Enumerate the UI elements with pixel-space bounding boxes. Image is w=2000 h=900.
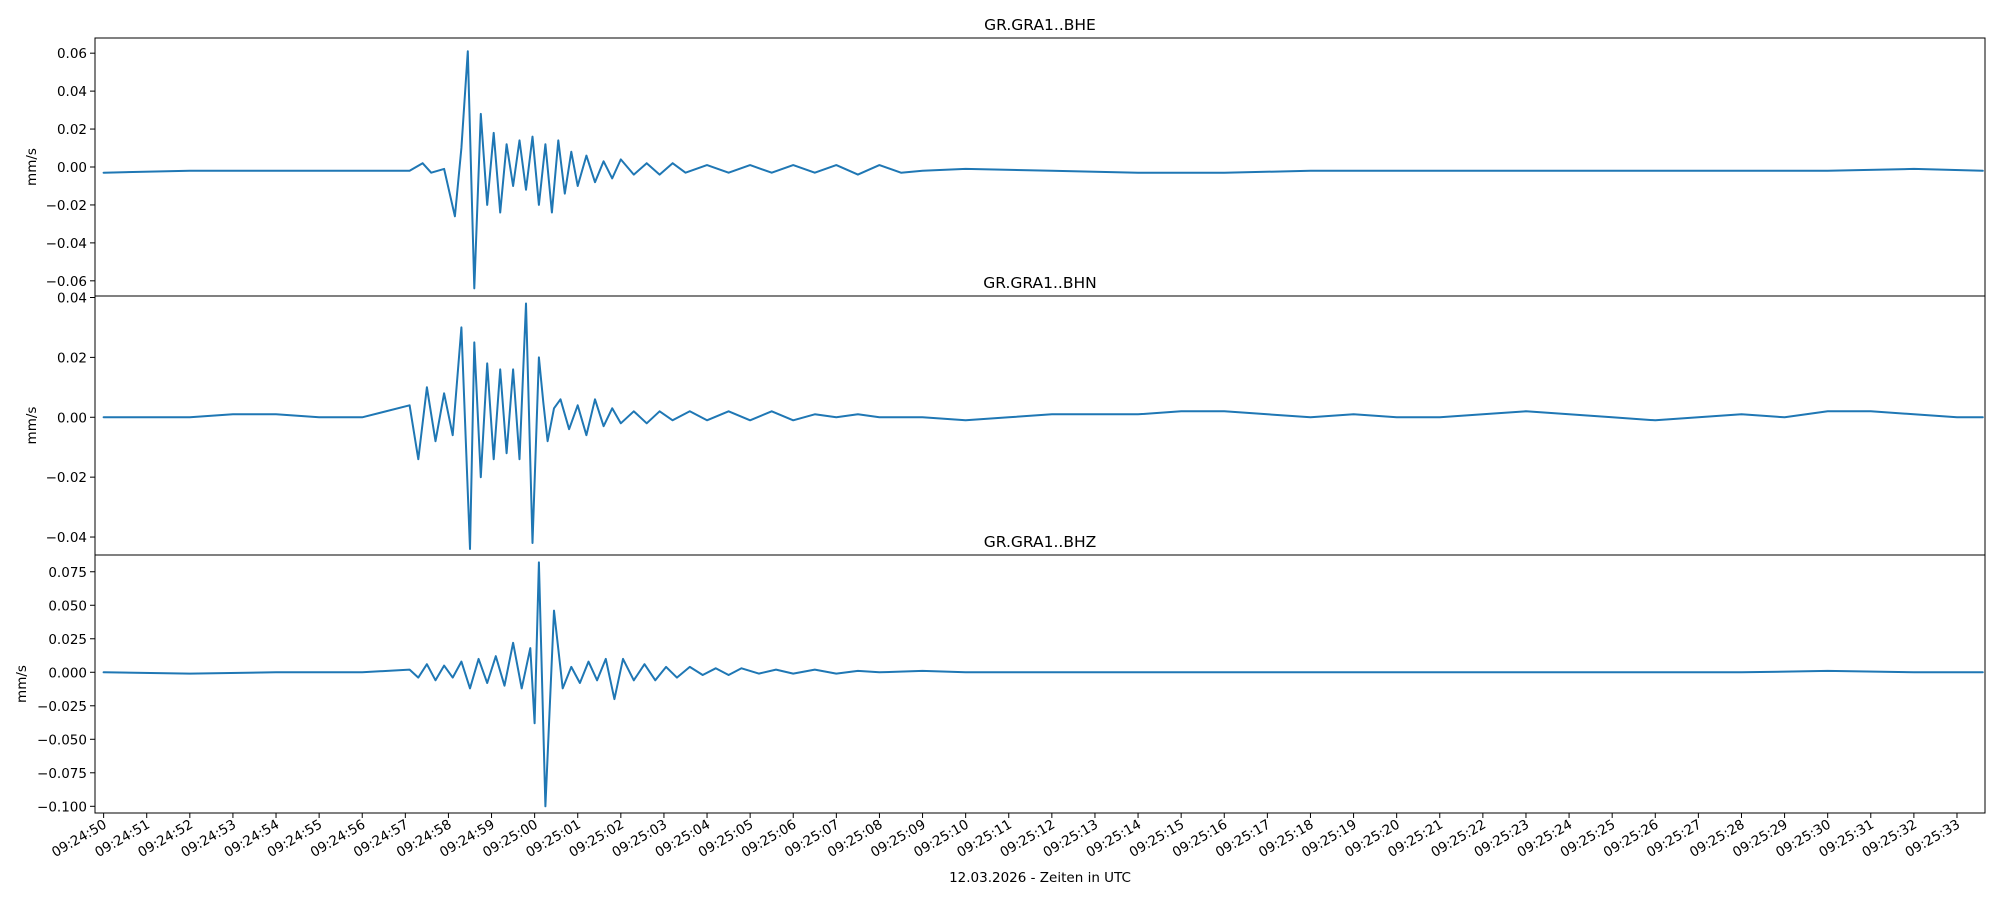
trace-bhe	[102, 50, 1984, 290]
y-tick-label-bhz: 0.050	[48, 598, 87, 614]
y-tick-label-bhe: 0.00	[57, 160, 87, 176]
y-tick-label-bhz: −0.025	[37, 699, 87, 715]
y-tick-label-bhe: 0.02	[57, 122, 87, 138]
y-tick-label-bhe: 0.06	[57, 46, 87, 62]
y-tick-label-bhn: 0.00	[57, 410, 87, 426]
panel-bhz: GR.GRA1..BHZ mm/s −0.100 −0.075 −0.050 −0.025…	[14, 533, 1986, 815]
x-axis-label: 12.03.2026 - Zeiten in UTC	[949, 870, 1131, 886]
y-tick-label-bhn: −0.04	[46, 530, 87, 546]
y-tick-label-bhe: −0.04	[46, 236, 87, 252]
panel-bhn: GR.GRA1..BHN mm/s −0.04 −0.02 0.00 0.02 0.04	[24, 274, 1986, 556]
plot-frame-bhn	[94, 295, 1986, 556]
trace-bhn	[102, 302, 1984, 550]
y-tick-label-bhn: 0.02	[57, 350, 87, 366]
y-tick-label-bhe: 0.04	[57, 84, 87, 100]
y-axis-label-bhn: mm/s	[24, 407, 40, 445]
x-axis: 09:24:5009:24:5109:24:5209:24:5309:24:54…	[49, 813, 1963, 861]
y-tick-label-bhe: −0.02	[46, 198, 87, 214]
y-tick-label-bhe: −0.06	[46, 274, 87, 290]
y-tick-label-bhz: 0.025	[48, 632, 87, 648]
y-tick-label-bhz: −0.100	[37, 799, 87, 815]
y-tick-label-bhz: 0.000	[48, 665, 87, 681]
plot-frame-bhe	[94, 37, 1986, 297]
trace-bhz	[102, 561, 1984, 808]
panel-bhe: GR.GRA1..BHE mm/s −0.06 −0.04 −0.02 0.00 0.02 0…	[24, 16, 1986, 297]
y-tick-label-bhn: 0.04	[57, 290, 87, 306]
y-tick-label-bhz: −0.075	[37, 766, 87, 782]
panel-title-bhn: GR.GRA1..BHN	[983, 274, 1097, 292]
panel-title-bhz: GR.GRA1..BHZ	[984, 533, 1097, 551]
panel-title-bhe: GR.GRA1..BHE	[984, 16, 1096, 34]
y-axis-label-bhz: mm/s	[14, 665, 30, 703]
y-tick-label-bhz: 0.075	[48, 565, 87, 581]
y-tick-label-bhn: −0.02	[46, 470, 87, 486]
y-axis-label-bhe: mm/s	[24, 148, 40, 186]
plot-frame-bhz	[94, 554, 1986, 814]
y-tick-label-bhz: −0.050	[37, 732, 87, 748]
